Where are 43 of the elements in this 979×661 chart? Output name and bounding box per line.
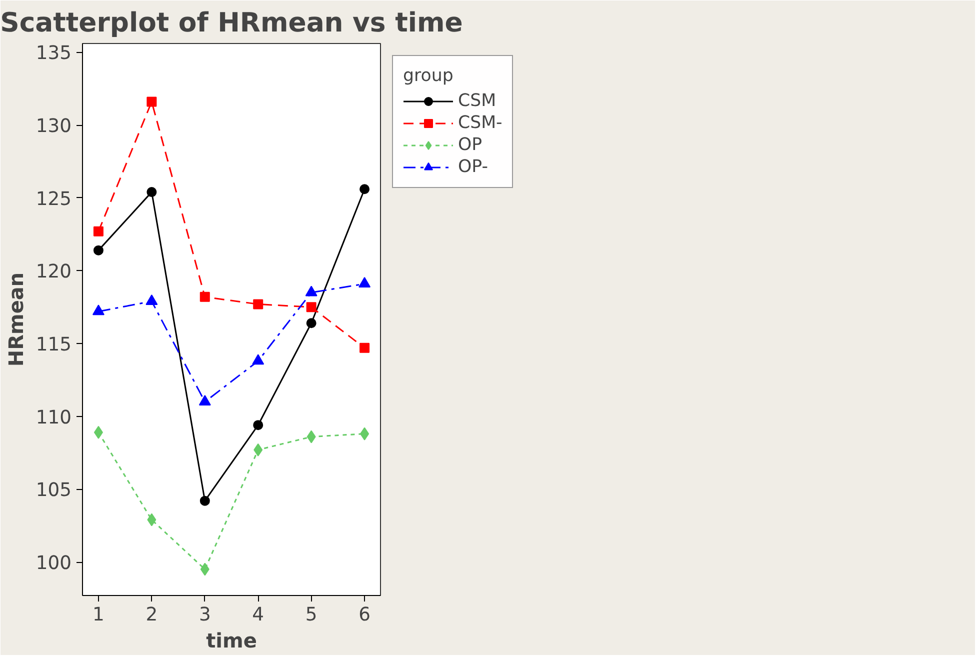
point	[252, 354, 264, 365]
x-tick-label: 6	[358, 604, 370, 626]
point	[92, 304, 104, 316]
point	[254, 443, 263, 456]
x-tick-label: 5	[305, 604, 318, 626]
point	[360, 184, 370, 194]
y-tick-label: 130	[36, 116, 72, 138]
point	[253, 420, 264, 430]
chart-title: Scatterplot of HRmean vs time	[0, 8, 463, 38]
point	[94, 426, 103, 439]
legend-label: OP	[458, 135, 482, 155]
point	[305, 286, 318, 296]
point	[200, 562, 210, 576]
point	[93, 226, 104, 236]
x-tick-label: 3	[198, 604, 211, 626]
point	[146, 187, 157, 198]
x-tick-label: 4	[252, 604, 264, 626]
y-axis-title: HRmean	[4, 272, 28, 367]
point	[360, 427, 370, 440]
y-tick-label: 125	[36, 188, 72, 210]
legend-title: group	[403, 66, 454, 86]
point	[360, 342, 370, 353]
point	[306, 318, 316, 328]
y-tick-label: 120	[36, 262, 72, 283]
y-tick-label: 115	[36, 334, 72, 356]
point	[146, 96, 157, 107]
point	[253, 299, 264, 310]
point	[200, 496, 210, 506]
point	[306, 302, 316, 312]
y-tick-label: 100	[36, 553, 72, 574]
y-tick-label: 110	[36, 407, 72, 428]
x-axis-title: time	[206, 628, 257, 652]
y-tick-label: 105	[36, 480, 72, 502]
legend-label: CSM	[458, 91, 496, 111]
x-tick-label: 2	[146, 604, 158, 626]
y-tick-label: 135	[36, 43, 72, 64]
x-tick-label: 1	[92, 604, 104, 626]
legend-label: OP-	[458, 157, 488, 177]
legend-label: CSM-	[458, 113, 502, 133]
point	[200, 292, 210, 302]
point	[306, 430, 316, 444]
point	[147, 513, 156, 526]
point	[93, 245, 104, 256]
